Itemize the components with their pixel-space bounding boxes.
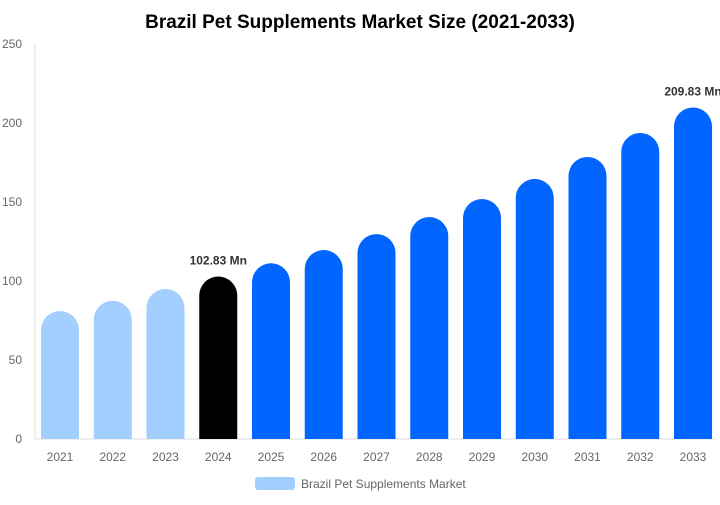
legend-swatch [255, 477, 295, 490]
y-tick-label: 0 [15, 432, 22, 446]
x-axis: 2021 2022 2023 2024 2025 2026 2027 2028 2029 2030… [35, 438, 715, 464]
chart-title: Brazil Pet Supplements Market Size (2021… [145, 12, 575, 33]
x-tick-label: 2031 [574, 450, 601, 464]
data-labels: 102.83 Mn 209.83 Mn [190, 84, 720, 267]
x-tick-label: 2033 [680, 450, 707, 464]
bar-2027 [357, 234, 396, 439]
x-tick-label: 2026 [310, 450, 337, 464]
y-tick-label: 150 [2, 195, 22, 209]
bar-2028 [410, 217, 449, 439]
x-tick-label: 2022 [99, 450, 126, 464]
x-tick-label: 2029 [469, 450, 496, 464]
bar-2026 [304, 250, 343, 439]
bar-2032 [621, 132, 660, 440]
x-tick-label: 2023 [152, 450, 179, 464]
bar-2023 [146, 289, 185, 439]
legend[interactable]: Brazil Pet Supplements Market [255, 477, 466, 491]
x-tick-label: 2030 [521, 450, 548, 464]
bar-2030 [515, 178, 554, 439]
legend-label: Brazil Pet Supplements Market [301, 477, 466, 491]
y-axis: 0 50 100 150 200 250 [2, 37, 36, 446]
x-tick-label: 2024 [205, 450, 232, 464]
y-tick-label: 100 [2, 274, 22, 288]
bars [41, 107, 712, 440]
y-tick-label: 250 [2, 37, 22, 51]
x-tick-label: 2032 [627, 450, 654, 464]
bar-2033 [674, 107, 712, 439]
bar-2025 [252, 263, 290, 439]
bar-2029 [463, 198, 501, 439]
bar-2022 [93, 300, 132, 439]
bar-2021 [41, 311, 79, 439]
data-label-2024: 102.83 Mn [190, 254, 247, 268]
x-tick-label: 2021 [47, 450, 74, 464]
y-tick-label: 200 [2, 116, 22, 130]
bar-2024 [199, 276, 238, 439]
data-label-2033: 209.83 Mn [664, 84, 720, 98]
x-tick-label: 2027 [363, 450, 390, 464]
y-tick-label: 50 [9, 353, 23, 367]
bar-2031 [568, 156, 607, 439]
x-tick-label: 2028 [416, 450, 443, 464]
x-tick-label: 2025 [258, 450, 285, 464]
